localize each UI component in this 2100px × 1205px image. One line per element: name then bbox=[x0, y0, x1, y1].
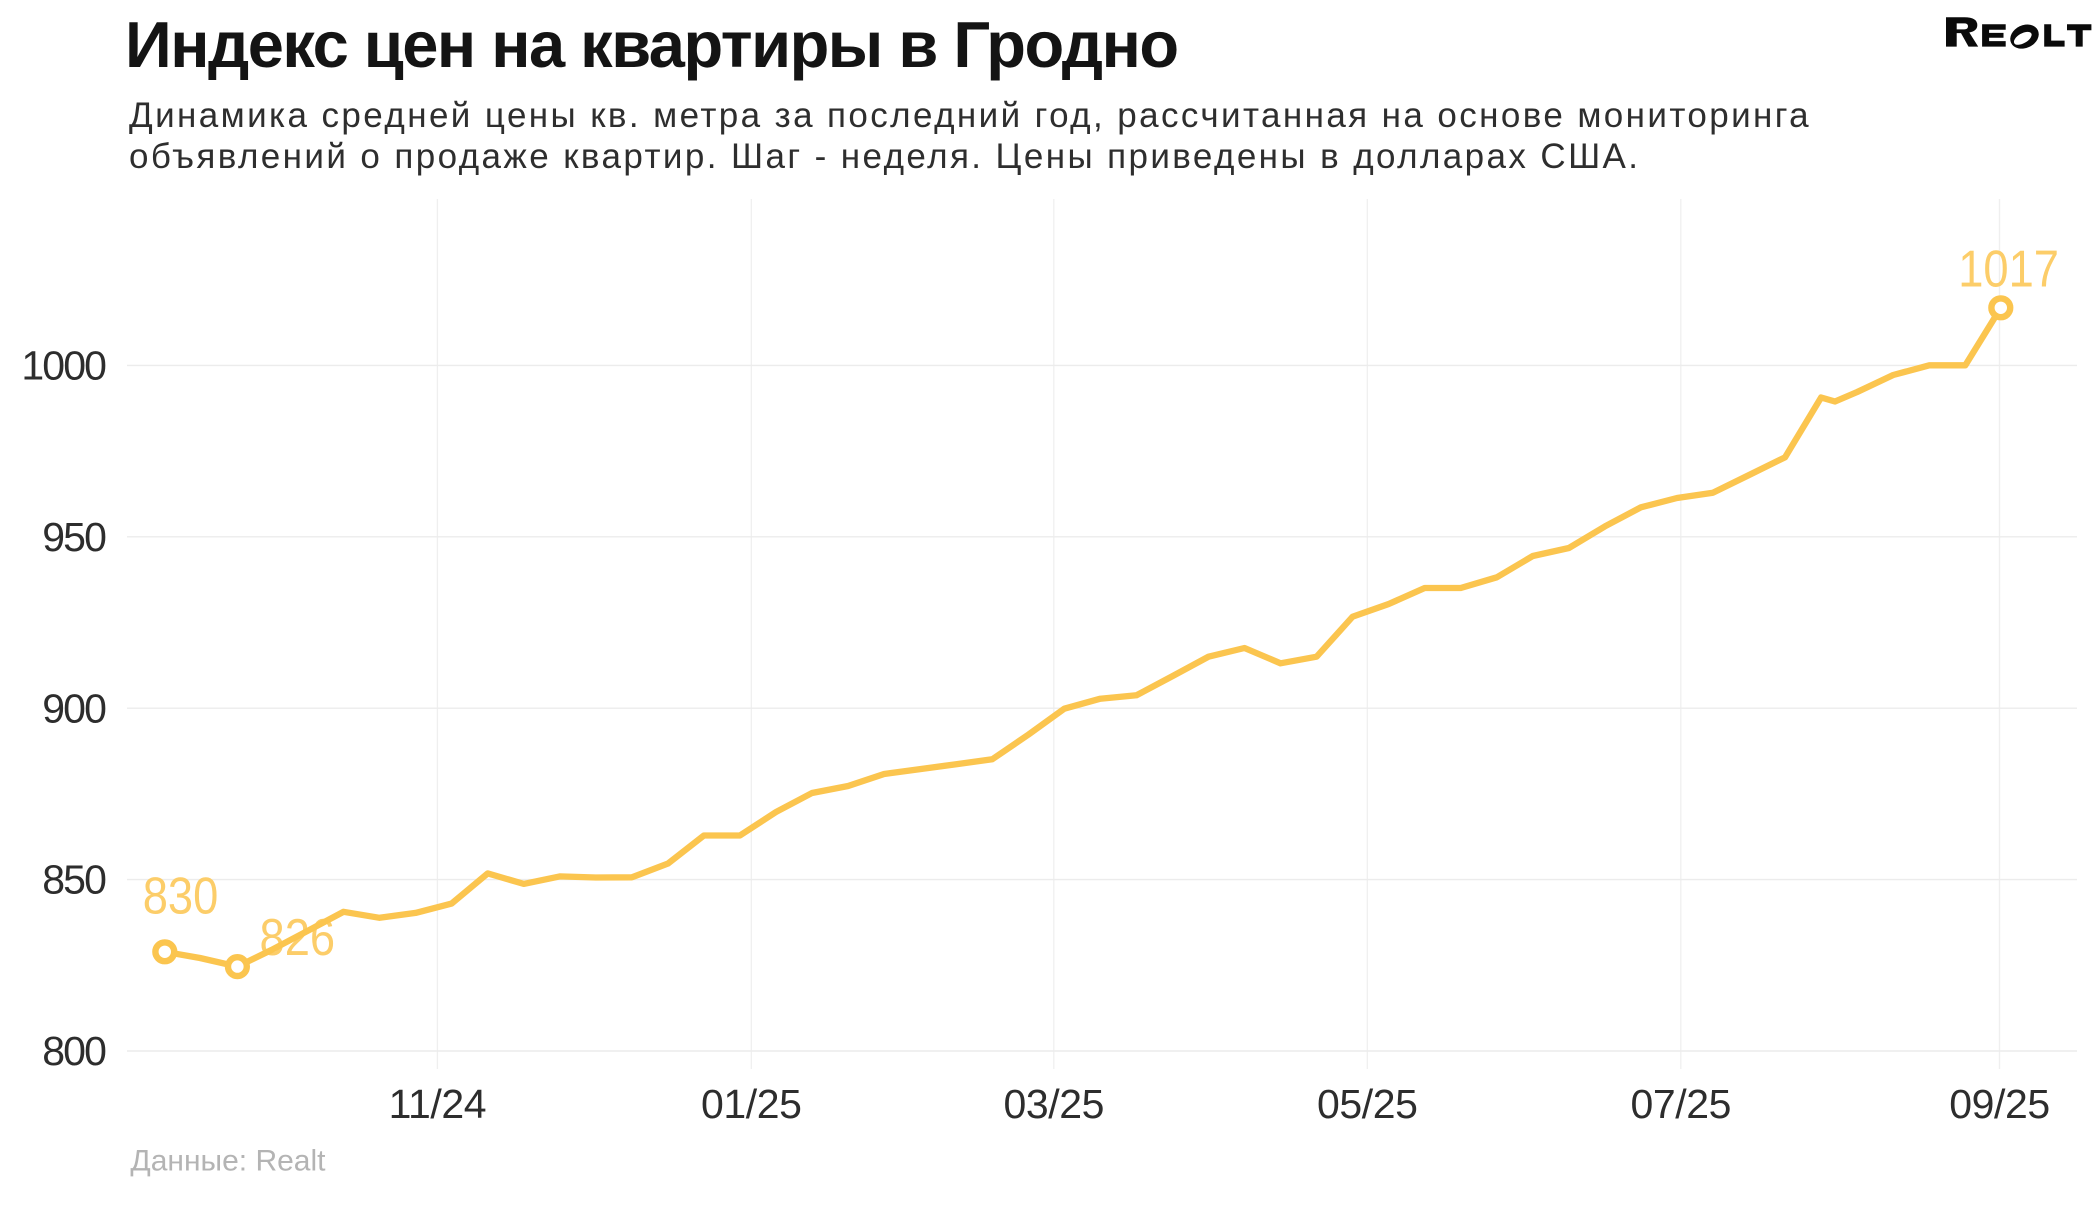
svg-text:Данные: Realt: Данные: Realt bbox=[130, 1145, 326, 1178]
svg-text:800: 800 bbox=[42, 1028, 106, 1074]
svg-text:950: 950 bbox=[42, 514, 106, 560]
svg-text:05/25: 05/25 bbox=[1317, 1081, 1418, 1127]
svg-text:03/25: 03/25 bbox=[1003, 1081, 1104, 1127]
svg-text:1000: 1000 bbox=[21, 343, 106, 389]
svg-text:Индекс цен на квартиры в Гродн: Индекс цен на квартиры в Гродно bbox=[125, 8, 1178, 81]
svg-text:850: 850 bbox=[42, 857, 106, 903]
svg-text:07/25: 07/25 bbox=[1630, 1081, 1731, 1127]
svg-text:900: 900 bbox=[42, 685, 106, 731]
svg-text:Динамика средней цены кв. метр: Динамика средней цены кв. метра за после… bbox=[129, 96, 1811, 135]
svg-text:объявлений о продаже квартир.: объявлений о продаже квартир. Шаг - неде… bbox=[129, 137, 1640, 176]
svg-text:11/24: 11/24 bbox=[389, 1081, 487, 1127]
svg-text:1017: 1017 bbox=[1958, 241, 2059, 298]
svg-text:01/25: 01/25 bbox=[701, 1081, 802, 1127]
svg-text:830: 830 bbox=[143, 868, 219, 925]
svg-text:09/25: 09/25 bbox=[1949, 1081, 2050, 1127]
